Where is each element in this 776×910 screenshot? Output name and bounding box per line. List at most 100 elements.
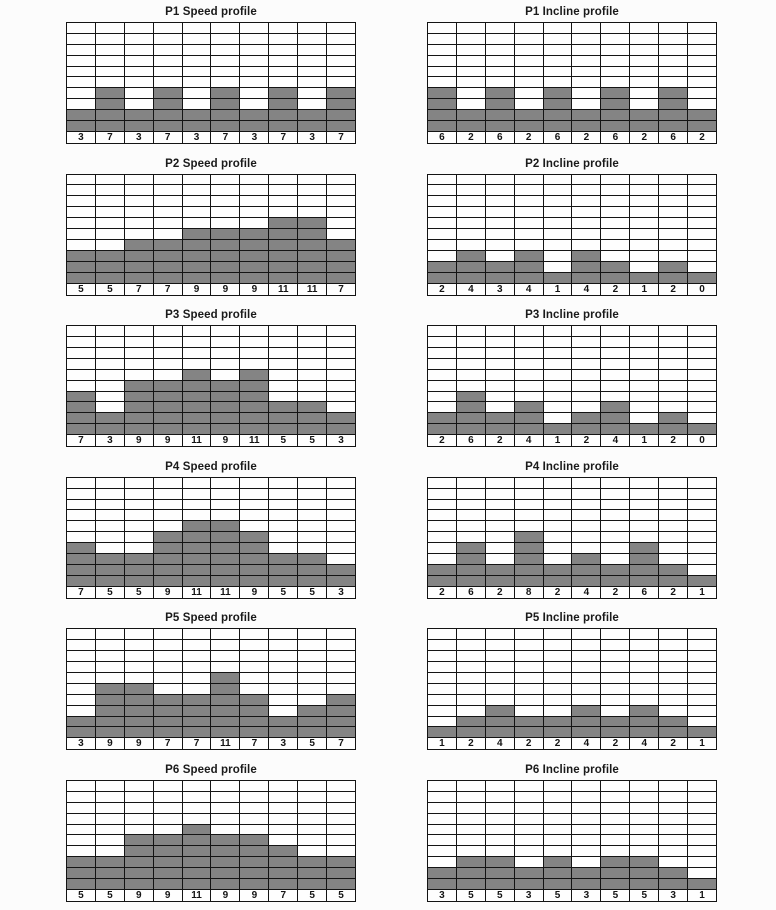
grid-cell <box>659 554 688 564</box>
grid-cell <box>601 802 630 813</box>
bar-cell <box>124 413 153 424</box>
bar-cell <box>182 424 211 435</box>
grid-cell <box>182 780 211 791</box>
grid-cell <box>428 543 456 554</box>
bar-cell <box>659 272 688 283</box>
bar-cell <box>688 575 716 586</box>
value-label: 4 <box>456 283 485 295</box>
grid-cell <box>182 196 211 207</box>
grid-cell <box>298 33 327 44</box>
grid-cell <box>428 662 456 672</box>
bar-cell <box>327 424 355 435</box>
bar-cell <box>269 413 298 424</box>
grid-cell <box>688 488 716 499</box>
grid-cell <box>327 521 355 532</box>
grid-cell <box>269 391 298 402</box>
grid-cell <box>95 347 124 358</box>
bar-cell <box>298 110 327 121</box>
grid-cell <box>240 640 269 651</box>
grid-cell <box>572 846 601 857</box>
grid-cell <box>688 99 716 110</box>
grid-cell <box>630 629 659 640</box>
grid-cell <box>485 229 514 239</box>
grid-cell <box>428 716 456 727</box>
grid-cell <box>659 543 688 554</box>
value-label: 7 <box>67 435 95 447</box>
bar-cell <box>153 110 182 121</box>
grid-cell <box>327 337 355 347</box>
grid-cell <box>428 488 456 499</box>
bar-cell <box>269 879 298 889</box>
bar-cell <box>327 261 355 272</box>
grid-cell <box>327 185 355 196</box>
bar-cell <box>95 857 124 868</box>
grid-cell <box>327 662 355 672</box>
bar-cell <box>456 424 485 435</box>
bar-cell <box>124 564 153 575</box>
grid-cell <box>182 23 211 33</box>
bar-cell <box>240 554 269 564</box>
grid-cell <box>572 780 601 791</box>
grid-cell <box>182 77 211 88</box>
grid-cell <box>298 488 327 499</box>
grid-cell <box>543 672 572 683</box>
grid-cell <box>67 824 95 835</box>
grid-cell <box>688 391 716 402</box>
grid-cell <box>572 532 601 543</box>
bar-cell <box>327 564 355 575</box>
value-label: 2 <box>514 738 543 750</box>
grid-cell <box>182 326 211 337</box>
grid-cell <box>572 813 601 824</box>
bar-cell <box>327 879 355 889</box>
grid-cell <box>630 207 659 218</box>
grid-cell <box>428 380 456 391</box>
grid-cell <box>298 77 327 88</box>
bar-cell <box>630 554 659 564</box>
grid-cell <box>124 174 153 185</box>
grid-cell <box>659 358 688 369</box>
grid-cell <box>456 239 485 250</box>
value-label: 11 <box>240 435 269 447</box>
bar-cell <box>485 857 514 868</box>
bar-cell <box>240 272 269 283</box>
grid-cell <box>485 250 514 261</box>
bar-cell <box>153 846 182 857</box>
value-label: 1 <box>688 586 716 598</box>
bar-cell <box>572 413 601 424</box>
bar-cell <box>543 88 572 99</box>
grid-cell <box>240 477 269 488</box>
bar-cell <box>327 239 355 250</box>
bar-cell <box>182 835 211 846</box>
value-label: 2 <box>543 738 572 750</box>
value-label: 3 <box>428 889 456 901</box>
value-label: 5 <box>327 889 355 901</box>
grid-cell <box>514 835 543 846</box>
grid-cell <box>327 510 355 521</box>
bar-cell <box>67 575 95 586</box>
grid-cell <box>659 66 688 77</box>
grid-cell <box>428 174 456 185</box>
bar-cell <box>124 250 153 261</box>
grid-cell <box>269 813 298 824</box>
grid-cell <box>240 33 269 44</box>
bar-cell <box>269 575 298 586</box>
grid-cell <box>240 488 269 499</box>
grid-cell <box>485 380 514 391</box>
grid-cell <box>428 532 456 543</box>
grid-cell <box>572 77 601 88</box>
grid-cell <box>514 391 543 402</box>
value-label: 2 <box>543 586 572 598</box>
grid-cell <box>240 521 269 532</box>
bar-cell <box>572 554 601 564</box>
grid-cell <box>630 651 659 662</box>
grid-cell <box>153 780 182 791</box>
grid-cell <box>659 640 688 651</box>
grid-cell <box>211 218 240 229</box>
grid-cell <box>67 33 95 44</box>
grid-cell <box>327 672 355 683</box>
grid-cell <box>456 705 485 716</box>
grid-cell <box>67 77 95 88</box>
bar-cell <box>95 261 124 272</box>
value-label: 11 <box>269 283 298 295</box>
